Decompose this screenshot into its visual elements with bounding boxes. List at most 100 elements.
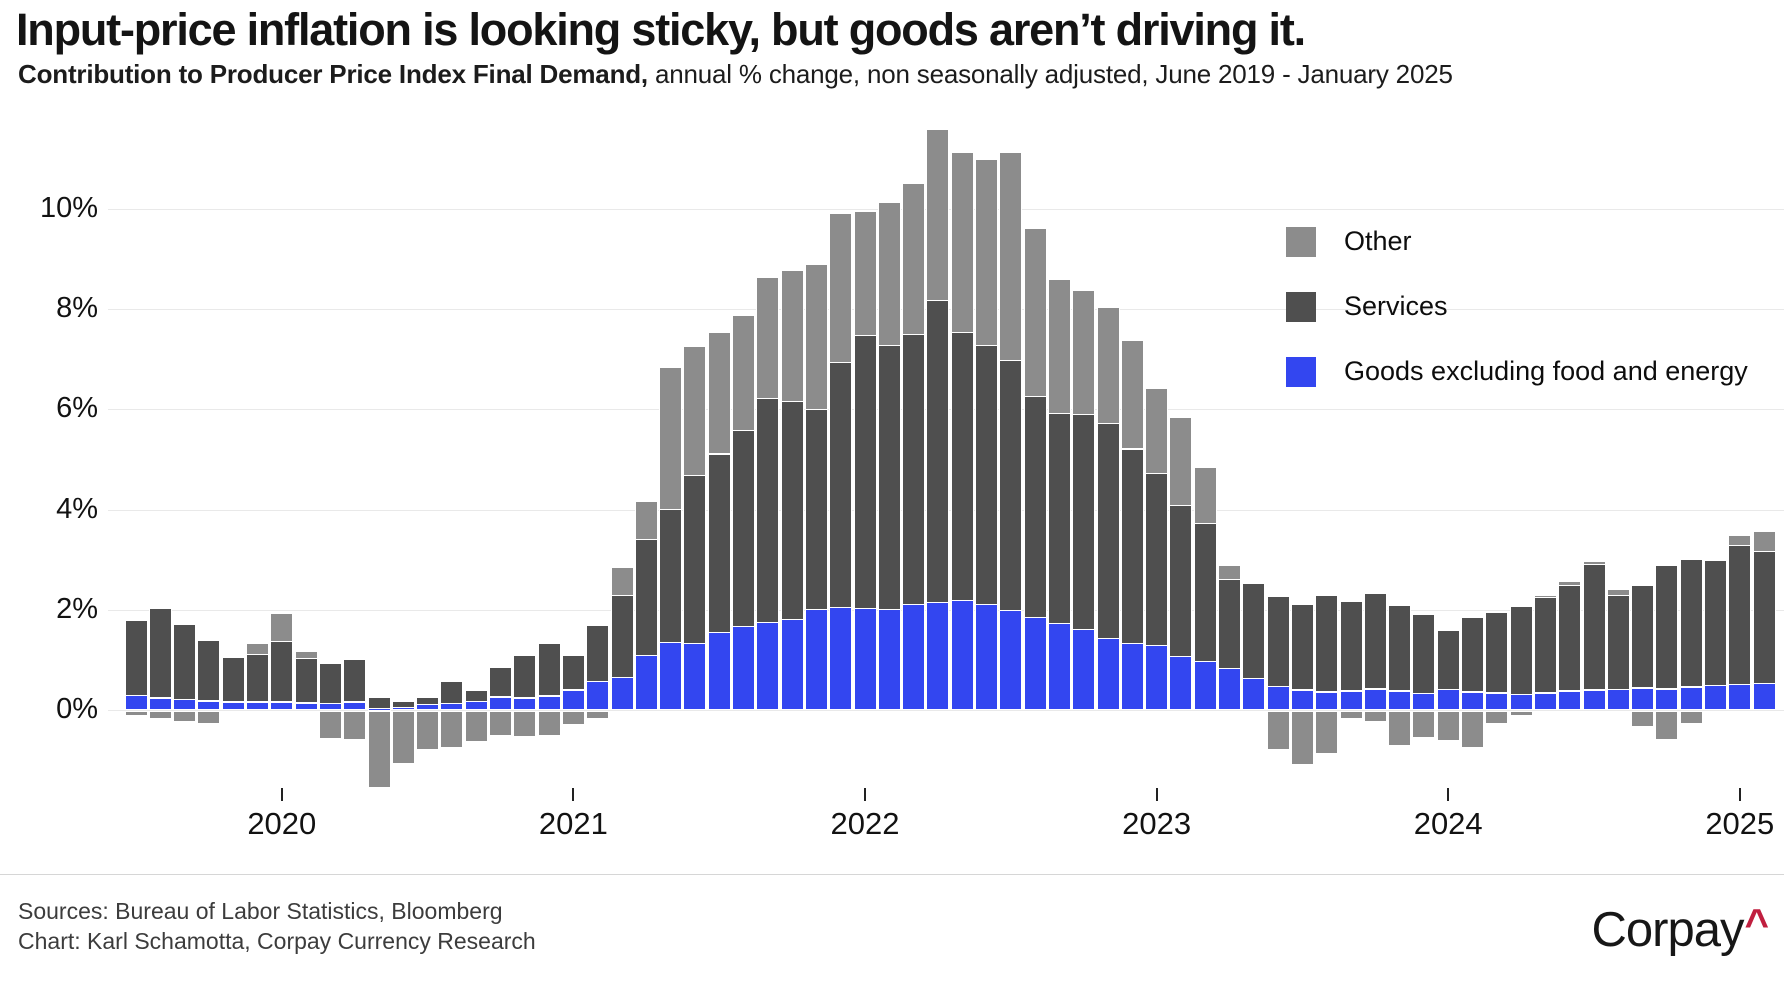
bar-2024-06-goods	[1583, 690, 1605, 709]
bar-2023-07-services	[1316, 595, 1338, 692]
bar-2021-10-services	[805, 410, 827, 609]
bar-2023-06-other-negative	[1291, 712, 1313, 765]
bar-2022-02-other	[903, 184, 925, 334]
bar-2024-10-goods	[1680, 687, 1702, 709]
bar-2021-10-goods	[805, 609, 827, 709]
bar-2021-08-goods	[757, 623, 779, 709]
bar-2024-07-services	[1607, 596, 1629, 689]
gridline-0%	[108, 710, 1784, 711]
bar-2023-03-other	[1219, 565, 1240, 580]
bar-2024-08-goods	[1632, 688, 1654, 709]
bar-2019-12-goods	[271, 702, 293, 709]
bar-2023-12-goods	[1437, 690, 1459, 709]
bar-2021-08-other	[757, 278, 779, 399]
bar-2022-11-services	[1121, 449, 1143, 644]
bar-2022-08-services	[1048, 413, 1070, 623]
bar-2020-12-goods	[562, 690, 584, 709]
bar-2020-06-services	[417, 697, 439, 704]
chart-title: Input-price inflation is looking sticky,…	[16, 4, 1306, 55]
bar-2020-03-other-negative	[344, 712, 366, 740]
bar-2023-12-other-negative	[1437, 712, 1459, 740]
bar-2023-08-goods	[1340, 691, 1362, 709]
bar-2022-02-goods	[903, 605, 925, 709]
bar-2023-05-other-negative	[1267, 712, 1289, 749]
bar-2020-08-services	[465, 690, 487, 701]
bar-2024-04-goods	[1534, 693, 1556, 709]
bar-2024-10-services	[1680, 559, 1702, 687]
bar-2023-01-services	[1170, 505, 1192, 656]
bar-2021-12-goods	[854, 608, 876, 709]
bar-2022-01-goods	[878, 609, 900, 709]
bar-2024-01-services	[1462, 618, 1483, 692]
x-axis-label-2023: 2023	[1122, 806, 1192, 841]
bar-2020-03-services	[344, 659, 366, 702]
bar-2023-02-other	[1194, 468, 1216, 523]
bar-2023-11-services	[1413, 614, 1435, 693]
bar-2023-07-other-negative	[1316, 712, 1338, 753]
bar-2020-11-services	[538, 644, 560, 696]
legend-label-services: Services	[1344, 291, 1448, 321]
bar-2022-05-goods	[976, 605, 997, 709]
bar-2024-05-goods	[1559, 691, 1581, 709]
bar-2025-01-other	[1753, 532, 1775, 552]
corpay-logo-text: Corpay	[1591, 903, 1745, 957]
bar-2020-09-goods	[490, 697, 511, 709]
bar-2022-06-services	[1000, 360, 1022, 610]
bar-2019-06-services	[125, 620, 147, 695]
bar-2021-05-services	[684, 476, 706, 644]
bar-2020-02-goods	[319, 704, 341, 709]
chart-subtitle: Contribution to Producer Price Index Fin…	[18, 59, 1453, 90]
bar-2020-02-other-negative	[319, 712, 341, 739]
bar-2021-07-services	[733, 430, 754, 626]
bar-2021-06-other	[708, 332, 730, 454]
bar-2022-11-other	[1121, 341, 1143, 449]
bar-2020-12-other-negative	[562, 712, 584, 724]
chart-credit: Chart: Karl Schamotta, Corpay Currency R…	[18, 928, 536, 954]
bar-2021-04-other	[660, 368, 682, 510]
bar-2021-07-goods	[733, 626, 754, 709]
legend-item-goods: Goods excluding food and energy	[1286, 356, 1748, 387]
bar-2022-09-other	[1073, 290, 1095, 414]
bar-2020-10-other-negative	[514, 712, 536, 736]
bar-2023-11-other-negative	[1413, 712, 1435, 738]
bar-2021-03-goods	[635, 656, 657, 709]
bar-2023-08-other-negative	[1340, 712, 1362, 718]
bar-2022-05-services	[976, 345, 997, 605]
footer: Sources: Bureau of Labor Statistics, Blo…	[18, 896, 536, 956]
bar-2019-09-goods	[198, 701, 220, 709]
bar-2019-06-goods	[125, 696, 147, 709]
bar-2021-08-services	[757, 399, 779, 623]
bar-2021-12-services	[854, 335, 876, 608]
x-axis-tick-2021	[572, 788, 575, 801]
legend-item-services: Services	[1286, 291, 1748, 322]
legend: Other Services Goods excluding food and en…	[1286, 226, 1748, 421]
bar-2025-01-services	[1753, 552, 1775, 683]
bar-2022-10-other	[1097, 307, 1119, 424]
bar-2021-05-goods	[684, 644, 706, 709]
bar-2021-03-other	[635, 502, 657, 540]
bar-2024-07-other	[1607, 589, 1629, 596]
bar-2024-06-services	[1583, 564, 1605, 690]
x-axis-tick-2023	[1155, 788, 1158, 801]
bar-2021-09-services	[781, 402, 803, 619]
bar-2021-09-other	[781, 270, 803, 402]
bar-2022-10-services	[1097, 424, 1119, 638]
bar-2021-03-services	[635, 540, 657, 656]
y-axis-label-6%: 6%	[56, 392, 98, 425]
bar-2020-05-goods	[392, 708, 414, 709]
bar-2021-05-other	[684, 347, 706, 476]
chart-subtitle-bold: Contribution to Producer Price Index Fin…	[18, 59, 648, 89]
bar-2019-12-services	[271, 642, 293, 702]
bar-2024-02-other-negative	[1486, 712, 1508, 723]
bar-2019-11-goods	[247, 702, 268, 709]
bar-2022-03-other	[927, 130, 949, 300]
source-note: Sources: Bureau of Labor Statistics, Blo…	[18, 898, 503, 924]
bar-2022-01-services	[878, 345, 900, 609]
bar-2020-08-other-negative	[465, 712, 487, 742]
bar-2023-12-services	[1437, 631, 1459, 689]
bar-2023-03-goods	[1219, 669, 1240, 709]
bar-2023-06-services	[1291, 605, 1313, 690]
y-axis-label-0%: 0%	[56, 693, 98, 725]
bar-2019-11-services	[247, 654, 268, 702]
